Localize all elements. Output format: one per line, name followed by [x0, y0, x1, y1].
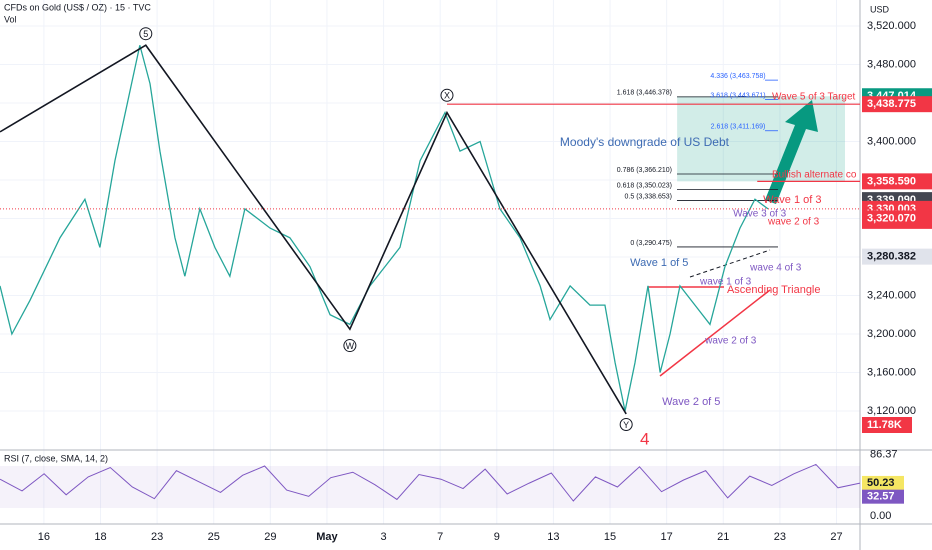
wave-label: X	[444, 91, 450, 101]
price-line	[0, 45, 769, 412]
y-tick-label: 3,240.000	[867, 289, 916, 301]
price-marker	[862, 96, 932, 113]
annotation: wave 1 of 3	[699, 277, 752, 288]
x-tick-label: 16	[38, 531, 50, 543]
target-arrow	[765, 100, 818, 204]
annotation: 4	[640, 429, 649, 448]
wave-circle	[619, 417, 633, 431]
y-tick-label: 3,160.000	[867, 366, 916, 378]
x-tick-label: 29	[264, 531, 276, 543]
extension-label: 2.618 (3,411.169)	[711, 124, 766, 131]
y-tick-label: 3,200.000	[867, 328, 916, 340]
x-tick-label: 15	[604, 531, 616, 543]
price-marker	[862, 210, 932, 227]
wave-label: W	[346, 341, 355, 351]
annotation: Wave 2 of 5	[662, 396, 720, 408]
currency: USD	[870, 4, 890, 14]
annotation: Wave 1 of 3	[763, 194, 821, 206]
annotation: wave 2 of 3	[704, 336, 757, 347]
fib-label: 1.618 (3,446.378)	[617, 90, 672, 97]
annotation: Wave 1 of 5	[630, 257, 688, 269]
annotation: Wave 5 of 3 Target	[772, 92, 856, 103]
annotation: Wave 3 of 3	[733, 209, 786, 220]
wave-label: Y	[623, 420, 629, 430]
chart-title: CFDs on Gold (US$ / OZ) · 15 · TVC	[4, 2, 151, 12]
x-tick-label: 7	[437, 531, 443, 543]
annotation: Ascending Triangle	[727, 284, 821, 296]
dashed-trend	[689, 249, 771, 278]
price-marker	[862, 173, 932, 190]
volume-title: Vol	[4, 14, 17, 24]
rsi-tick-label: 86.37	[870, 449, 898, 461]
wave-label: 5	[143, 29, 148, 39]
fib-label: 0 (3,290.475)	[630, 240, 672, 247]
y-tick-label: 3,480.000	[867, 58, 916, 70]
x-tick-label: 17	[661, 531, 673, 543]
volume-label: 11.78K	[867, 419, 902, 431]
x-tick-label: 25	[208, 531, 220, 543]
target-zone	[677, 96, 845, 182]
extension-label: 4.336 (3,463.758)	[710, 73, 765, 80]
annotation: Moody's downgrade of US Debt	[560, 135, 730, 149]
y-tick-label: 3,120.000	[867, 405, 916, 417]
x-tick-label: 13	[547, 531, 559, 543]
x-tick-label: 21	[717, 531, 729, 543]
wave-line	[0, 44, 627, 415]
x-tick-label: 3	[381, 531, 387, 543]
y-tick-label: 3,400.000	[867, 135, 916, 147]
price-marker-label: 3,320.070	[867, 212, 916, 224]
x-tick-label: 23	[151, 531, 163, 543]
annotation: Bullish alternate co	[772, 170, 857, 181]
x-tick-label: May	[316, 531, 338, 543]
price-marker-label: 3,438.775	[867, 98, 916, 110]
y-tick-label: 3,520.000	[867, 20, 916, 32]
x-tick-label: 27	[830, 531, 842, 543]
rsi-marker	[862, 475, 904, 490]
wave-circle	[343, 339, 357, 353]
rsi-line	[0, 463, 861, 502]
main-pane	[0, 0, 860, 524]
triangle-bottom	[659, 289, 771, 377]
extension-label: 3.618 (3,443.671)	[710, 92, 765, 99]
annotation: wave 4 of 3	[749, 263, 802, 274]
volume-marker	[862, 417, 912, 433]
price-marker-label: 3,358.590	[867, 175, 916, 187]
price-marker-label: 3,280.382	[867, 251, 916, 263]
fib-label: 0.618 (3,350.023)	[617, 182, 672, 189]
wave-circle	[440, 88, 454, 102]
wave-circle	[139, 27, 153, 41]
rsi-title: RSI (7, close, SMA, 14, 2)	[4, 453, 108, 463]
x-tick-label: 9	[494, 531, 500, 543]
annotation: wave 2 of 3	[767, 217, 820, 228]
fib-label: 0.786 (3,366.210)	[617, 167, 672, 174]
rsi-marker	[862, 489, 904, 504]
x-tick-label: 23	[774, 531, 786, 543]
rsi-tick-label: 0.00	[870, 510, 891, 522]
fib-label: 0.5 (3,338.653)	[625, 193, 672, 200]
rsi-marker-label: 32.57	[867, 491, 895, 503]
rsi-band	[0, 466, 860, 508]
x-tick-label: 18	[94, 531, 106, 543]
rsi-marker-label: 50.23	[867, 477, 895, 489]
price-marker	[862, 248, 932, 265]
